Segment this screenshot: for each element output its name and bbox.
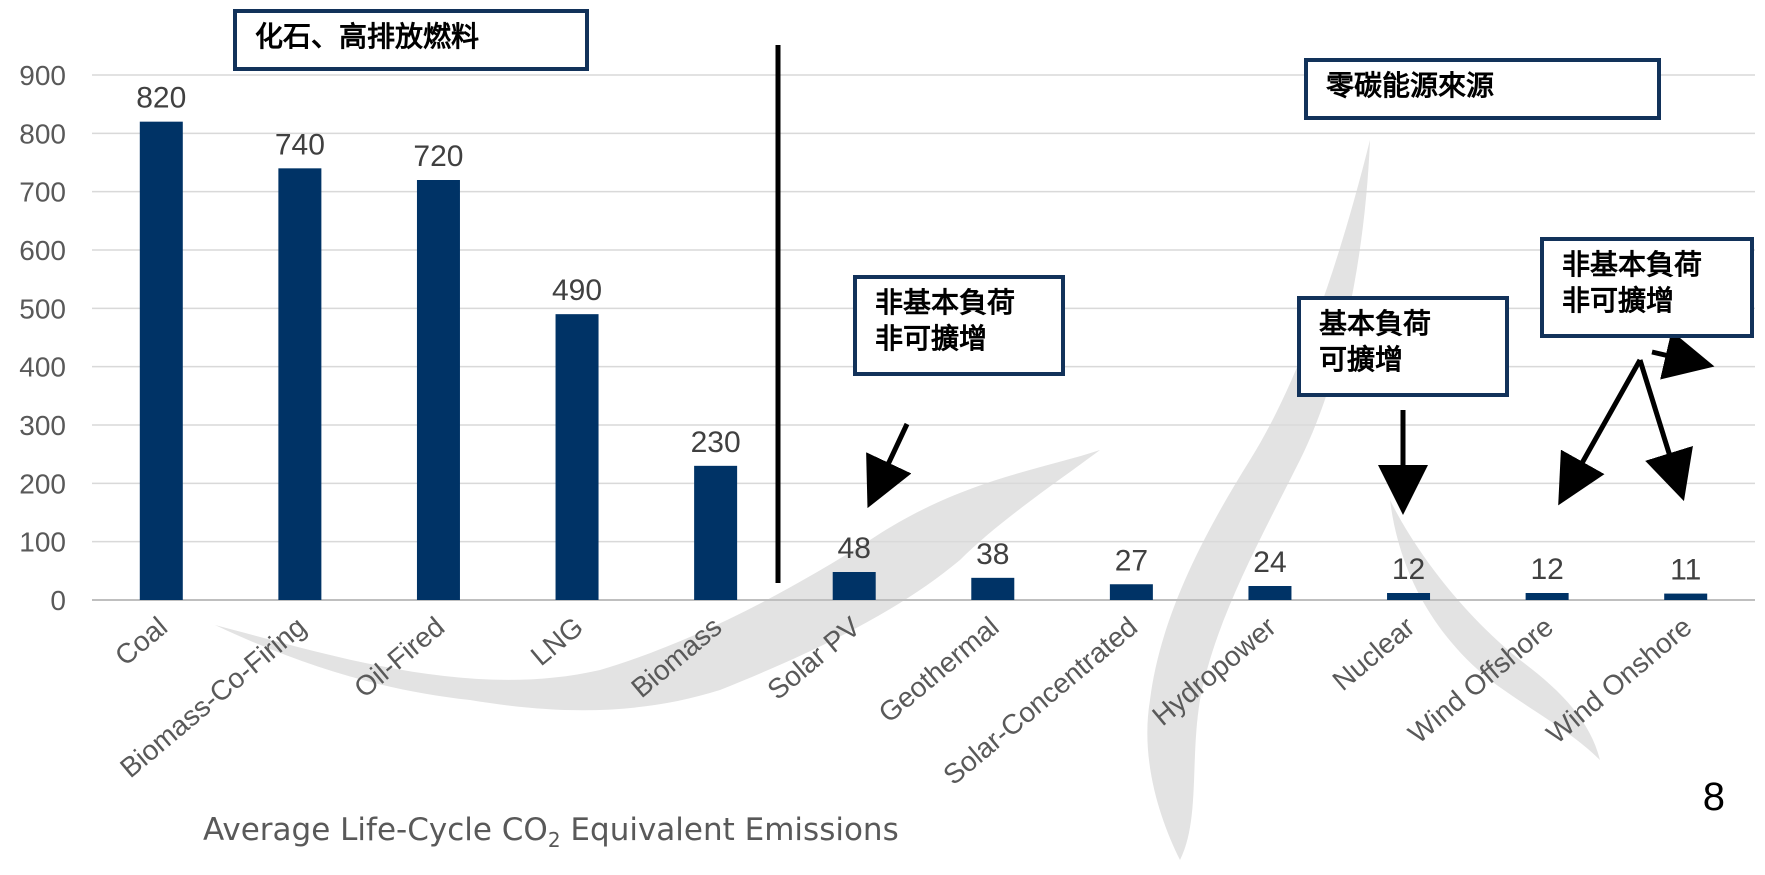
x-tick-label: Wind Onshore	[1541, 611, 1698, 750]
data-label: 720	[413, 140, 463, 173]
y-axis: 0 100 200 300 400 500 600 700 800 900	[19, 60, 66, 616]
arrow-wind-onshore	[1637, 359, 1693, 502]
zero-carbon-label-box: 零碳能源來源	[1304, 58, 1661, 120]
y-tick-label: 700	[19, 177, 66, 208]
bar	[1109, 584, 1153, 600]
arrows	[866, 330, 1715, 515]
bar	[1664, 593, 1708, 600]
x-axis-title: Average Life-Cycle CO2 Equivalent Emissi…	[203, 812, 899, 852]
data-label: 27	[1115, 544, 1148, 577]
bar	[555, 314, 599, 600]
data-label: 820	[136, 82, 186, 115]
y-tick-label: 300	[19, 410, 66, 441]
fossil-label-box: 化石、高排放燃料	[233, 9, 589, 71]
data-label: 12	[1530, 553, 1563, 586]
x-tick-label: LNG	[525, 611, 589, 672]
y-tick-label: 200	[19, 468, 66, 499]
bar	[1248, 586, 1292, 600]
data-label: 12	[1392, 553, 1425, 586]
x-axis-title-suffix: Equivalent Emissions	[560, 812, 899, 848]
grid	[92, 74, 1755, 601]
bar	[278, 168, 322, 601]
page-number: 8	[1702, 775, 1725, 819]
y-tick-label: 0	[50, 585, 66, 616]
wind-note-box: 非基本負荷 非可擴增	[1540, 237, 1754, 338]
bars	[139, 121, 1708, 601]
watermark-brush	[215, 140, 1600, 860]
x-axis-title-prefix: Average Life-Cycle CO	[203, 812, 548, 848]
arrow-right	[1651, 330, 1715, 380]
bar	[971, 577, 1015, 600]
x-tick-label: Coal	[109, 611, 173, 672]
data-label: 230	[691, 426, 741, 459]
data-label: 38	[976, 538, 1009, 571]
arrow-wind-offshore	[1558, 358, 1643, 506]
arrow-solar	[866, 422, 912, 509]
bar	[1525, 593, 1569, 600]
nuclear-note-box: 基本負荷 可擴增	[1297, 296, 1509, 397]
x-axis-title-subscript: 2	[547, 828, 561, 853]
data-label: 11	[1670, 554, 1701, 587]
y-tick-label: 800	[19, 118, 66, 149]
data-label: 490	[552, 274, 602, 307]
x-tick-label: Geothermal	[873, 611, 1005, 729]
bar	[694, 465, 738, 600]
y-tick-label: 500	[19, 293, 66, 324]
y-tick-label: 100	[19, 527, 66, 558]
bar	[832, 572, 876, 600]
solar-note-box: 非基本負荷 非可擴增	[853, 275, 1065, 376]
bar	[139, 121, 183, 601]
bar	[416, 180, 460, 600]
value-labels: 820 740 720 490 230 48 38 27 24 12 12 11	[136, 82, 1701, 587]
data-label: 740	[275, 128, 325, 161]
y-tick-label: 900	[19, 60, 66, 91]
y-tick-label: 600	[19, 235, 66, 266]
data-label: 24	[1253, 546, 1286, 579]
data-label: 48	[838, 532, 871, 565]
bar	[1387, 593, 1431, 600]
y-tick-label: 400	[19, 352, 66, 383]
x-tick-label: Nuclear	[1327, 611, 1421, 697]
